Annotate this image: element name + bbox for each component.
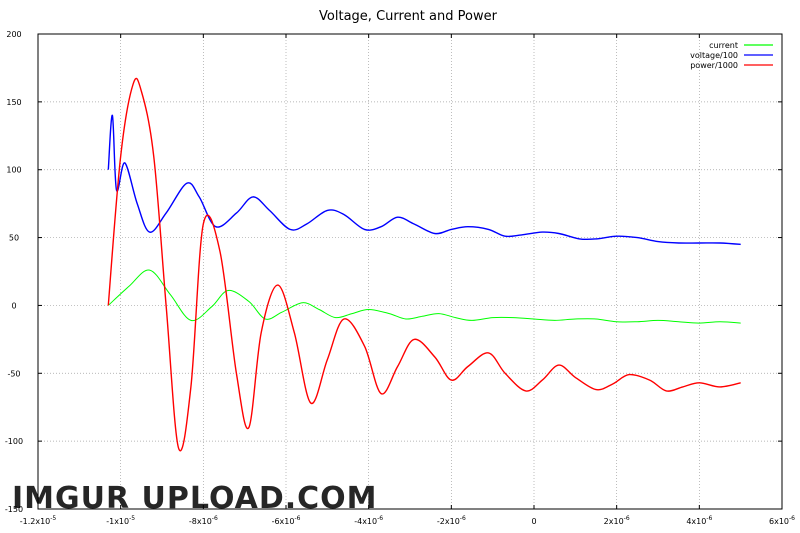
plot-frame — [37, 33, 783, 510]
x-tick-label: 2x10-6 — [604, 515, 630, 526]
legend-label: voltage/100 — [690, 51, 738, 60]
y-tick-label: -100 — [5, 437, 23, 446]
x-tick-label: 0 — [531, 517, 536, 526]
y-axis: -150 -100 -50 0 50 100 150 200 — [5, 30, 782, 514]
x-tick-exponent: -6 — [377, 515, 383, 522]
series-line-voltage-100 — [107, 114, 741, 246]
x-tick-exponent: -5 — [50, 515, 56, 522]
series-lines — [107, 77, 741, 452]
x-tick-exponent: -6 — [624, 515, 630, 522]
legend-label: power/1000 — [690, 61, 738, 70]
y-tick-label: 200 — [6, 30, 21, 39]
y-tick-label: 50 — [9, 234, 19, 243]
x-tick-label: -1.2x10-5 — [20, 515, 57, 526]
x-tick-label: -8x10-6 — [189, 515, 218, 526]
x-axis: -1.2x10-5 -1x10-5 -8x10-6 -6x10-6 -4x10-6 -2x… — [20, 34, 795, 526]
watermark: IMGUR UPLOAD.COM — [12, 481, 378, 516]
x-tick-label: -4x10-6 — [354, 515, 383, 526]
x-tick-exponent: -6 — [460, 515, 466, 522]
y-tick-label: -50 — [7, 369, 20, 378]
x-tick-label: 6x10-6 — [769, 515, 795, 526]
grid — [38, 34, 782, 509]
x-tick-label: -2x10-6 — [437, 515, 466, 526]
series-line-power-1000 — [107, 77, 741, 452]
x-tick-label: -1x10-5 — [106, 515, 135, 526]
y-tick-label: -150 — [5, 505, 23, 514]
chart-title: Voltage, Current and Power — [319, 9, 498, 24]
x-tick-label: -6x10-6 — [272, 515, 301, 526]
x-tick-exponent: -6 — [212, 515, 218, 522]
series-line-current — [107, 269, 741, 324]
x-tick-label: 4x10-6 — [686, 515, 712, 526]
y-tick-label: 0 — [11, 301, 16, 310]
x-tick-exponent: -6 — [789, 515, 795, 522]
x-tick-exponent: -5 — [129, 515, 135, 522]
legend-label: current — [709, 41, 738, 50]
y-tick-label: 100 — [6, 166, 21, 175]
x-tick-exponent: -6 — [706, 515, 712, 522]
x-tick-exponent: -6 — [294, 515, 300, 522]
y-tick-label: 150 — [6, 98, 21, 107]
